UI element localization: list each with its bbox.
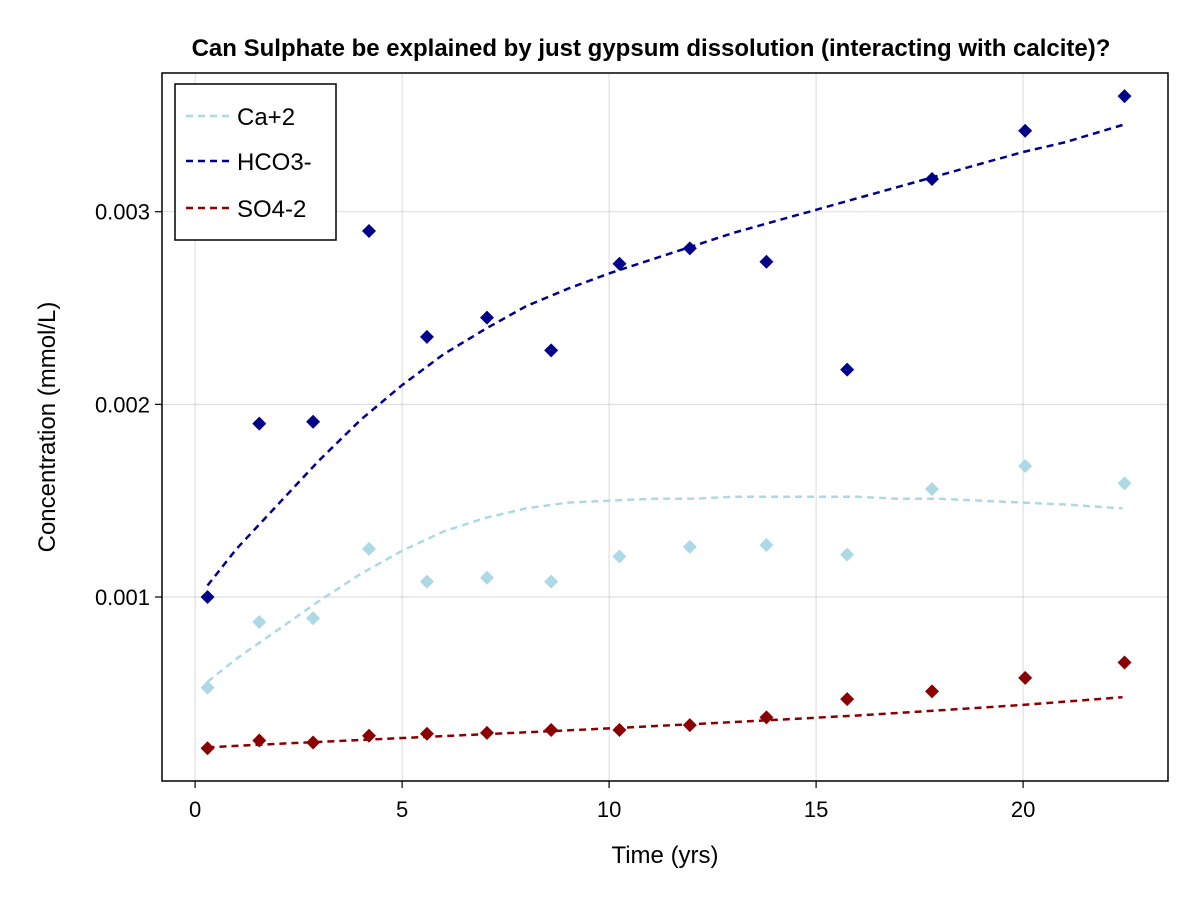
data-point-so4: [1117, 655, 1132, 670]
series-layer: [200, 89, 1132, 756]
data-point-hco3: [419, 329, 434, 344]
data-point-ca: [419, 574, 434, 589]
data-point-hco3: [544, 343, 559, 358]
data-point-so4: [252, 733, 267, 748]
data-point-so4: [759, 710, 774, 725]
data-point-so4: [306, 735, 321, 750]
series-line-so4: [207, 695, 1123, 749]
data-point-hco3: [200, 590, 215, 605]
data-point-so4: [200, 741, 215, 756]
data-point-ca: [252, 615, 267, 630]
data-point-hco3: [840, 362, 855, 377]
data-point-hco3: [479, 310, 494, 325]
data-point-ca: [682, 539, 697, 554]
data-point-ca: [1117, 476, 1132, 491]
legend-label-ca: Ca+2: [237, 104, 295, 131]
x-tick-label: 0: [189, 797, 201, 822]
x-tick-label: 15: [804, 797, 828, 822]
series-line-hco3: [206, 123, 1123, 587]
data-point-hco3: [682, 241, 697, 256]
plot-frame: [161, 72, 1169, 782]
data-point-ca: [544, 574, 559, 589]
data-point-hco3: [1018, 123, 1033, 138]
legend-label-hco3: HCO3-: [237, 149, 312, 176]
data-point-ca: [612, 549, 627, 564]
grid: [162, 73, 1168, 781]
x-tick-label: 10: [597, 797, 621, 822]
y-tick-label: 0.001: [95, 585, 150, 610]
data-point-hco3: [612, 256, 627, 271]
data-point-so4: [682, 718, 697, 733]
chart-title: Can Sulphate be explained by just gypsum…: [192, 35, 1111, 62]
data-point-so4: [612, 722, 627, 737]
data-point-ca: [200, 680, 215, 695]
legend: Ca+2 HCO3- SO4-2: [174, 83, 337, 241]
legend-label-so4: SO4-2: [237, 196, 306, 223]
y-axis-label: Concentration (mmol/L): [34, 302, 61, 553]
data-point-hco3: [252, 416, 267, 431]
data-point-so4: [840, 692, 855, 707]
y-tick-label: 0.002: [95, 392, 150, 417]
series-line-ca: [206, 495, 1123, 683]
data-point-hco3: [361, 223, 376, 238]
x-axis-label: Time (yrs): [611, 842, 718, 869]
x-tick-label: 20: [1011, 797, 1035, 822]
data-point-ca: [925, 482, 940, 497]
data-point-so4: [1018, 670, 1033, 685]
data-point-so4: [544, 722, 559, 737]
data-point-hco3: [1117, 89, 1132, 104]
data-point-ca: [361, 541, 376, 556]
data-point-so4: [479, 725, 494, 740]
data-point-hco3: [306, 414, 321, 429]
data-point-ca: [840, 547, 855, 562]
y-tick-label: 0.003: [95, 200, 150, 225]
ticks: 0 5 10 15 20 0.001 0.002 0.003: [95, 200, 1035, 822]
data-point-hco3: [759, 254, 774, 269]
data-point-ca: [1018, 459, 1033, 474]
data-point-so4: [925, 684, 940, 699]
data-point-so4: [419, 726, 434, 741]
data-point-ca: [479, 570, 494, 585]
data-point-ca: [759, 538, 774, 552]
data-point-so4: [361, 728, 376, 743]
x-tick-label: 5: [396, 797, 408, 822]
data-point-hco3: [925, 171, 940, 186]
data-point-ca: [306, 611, 321, 626]
